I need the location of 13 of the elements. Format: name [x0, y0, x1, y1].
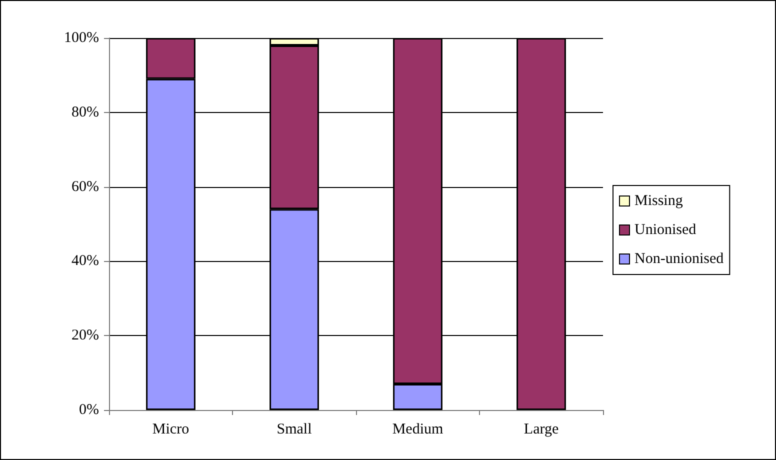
- y-tick-label: 20%: [72, 328, 99, 344]
- y-tick-label: 60%: [72, 178, 99, 195]
- x-tick-label: Small: [276, 422, 312, 438]
- y-tick-label: 100%: [64, 30, 99, 46]
- x-tick-label: Large: [524, 422, 559, 438]
- x-tick-label: Medium: [392, 422, 444, 438]
- x-tick-label: Micro: [152, 422, 190, 438]
- legend-label: Missing: [634, 193, 684, 209]
- y-tick-label: 0%: [79, 402, 99, 418]
- legend-label: Non-unionised: [634, 251, 724, 267]
- y-tick-label: 40%: [72, 253, 99, 270]
- y-tick-label: 80%: [72, 104, 99, 120]
- legend-label: Unionised: [634, 222, 697, 238]
